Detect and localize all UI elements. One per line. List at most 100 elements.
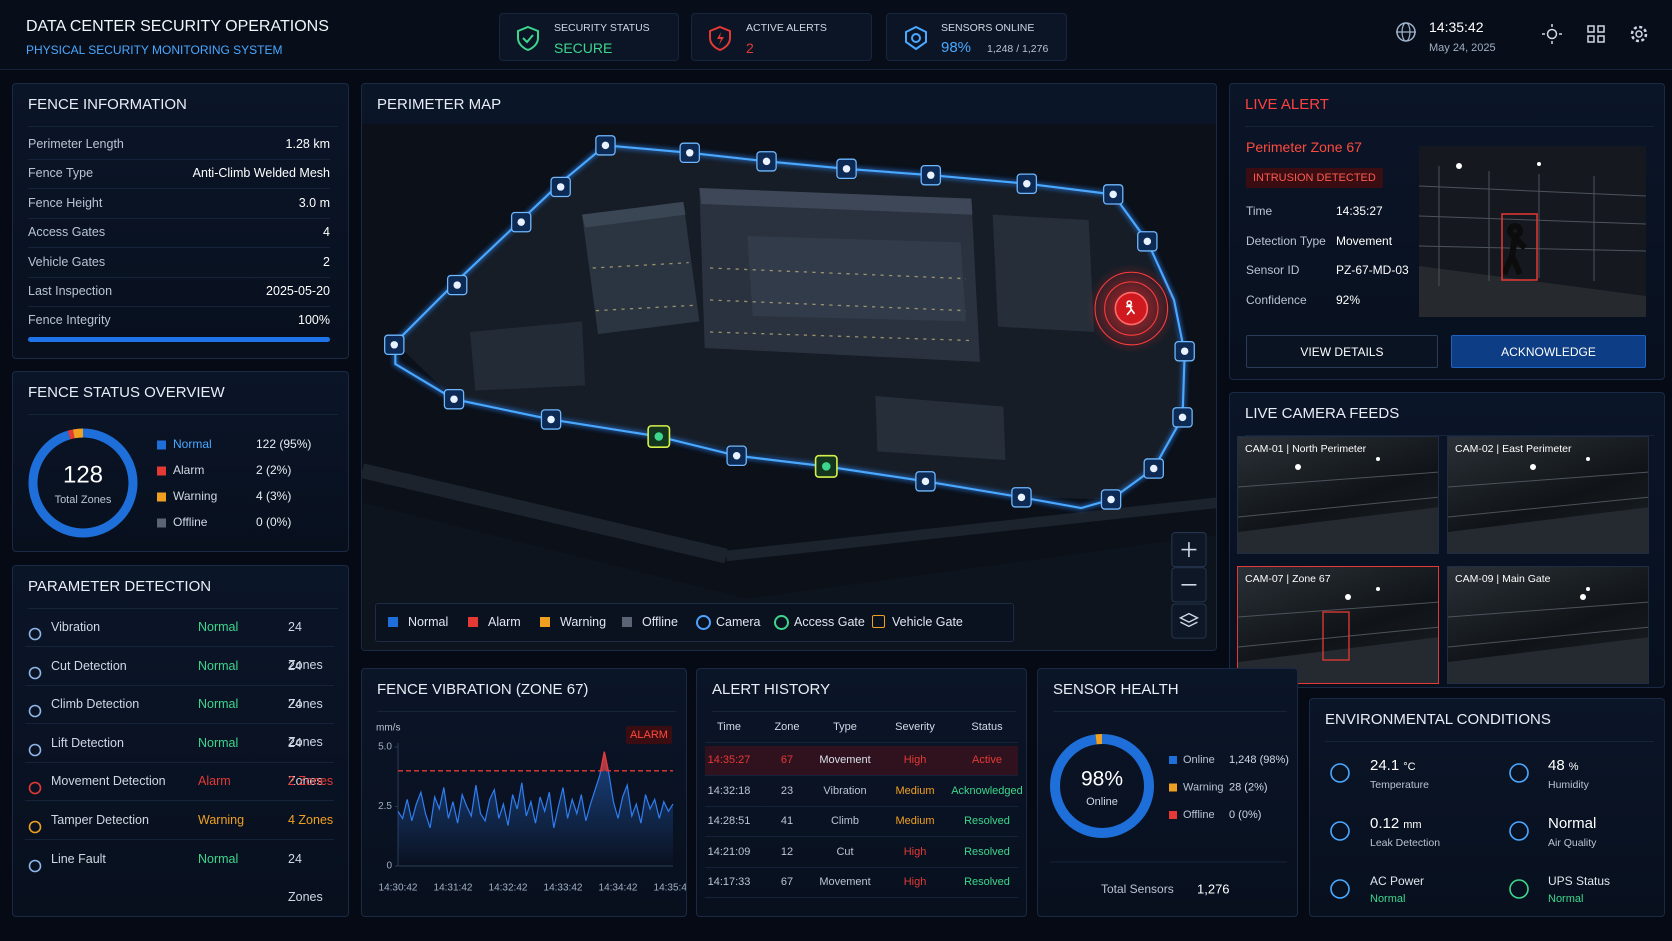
card-value: 98% [941,39,972,56]
info-value: 4 [323,225,330,240]
icon-shape [28,820,42,834]
env-icon [1509,821,1529,841]
column-header: Type [833,721,857,733]
history-cell: Resolved [964,845,1010,858]
live-alert-panel: LIVE ALERT Perimeter Zone 67 INTRUSION D… [1229,83,1665,380]
column-header: Status [971,721,1003,733]
card-label: ACTIVE ALERTS [746,22,827,34]
param-status: Normal [198,697,239,712]
env-label: Temperature [1370,779,1429,791]
info-row: Fence Type Anti-Climb Welded Mesh [28,159,330,190]
map-node-dot [1023,180,1031,188]
x-tick-label: 14:34:42 [599,883,638,894]
param-zones: 24 Zones [288,735,323,788]
status-card: SECURITY STATUS SECURE [499,13,679,61]
y-tick-label: 0 [386,861,392,872]
icon-shape [1330,763,1350,783]
alarm-badge-bg [626,726,672,744]
env-status: Normal [1548,893,1584,905]
history-cell: 14:35:27 [707,754,751,766]
panel-title: LIVE ALERT [1245,84,1654,127]
alert-field-value: 92% [1336,292,1361,307]
theme-button[interactable] [1541,23,1563,45]
history-cell: 14:17:33 [707,876,751,888]
alert-field-value: 14:35:27 [1336,204,1383,218]
feed-fence [1448,626,1648,648]
info-value: 2 [323,254,330,269]
history-cell: 23 [780,784,794,797]
alert-field-label: Detection Type [1246,233,1326,248]
info-value: 100% [298,313,330,327]
legend-label: Warning [1183,781,1224,793]
zoom-controls[interactable] [1171,532,1207,639]
param-name: Vibration [51,620,101,634]
status-card: SENSORS ONLINE 98% 1,248 / 1,276 [886,13,1067,61]
env-icon [1330,821,1350,841]
param-icon-box [27,735,43,757]
card-label: SECURITY STATUS [554,22,650,34]
param-icon [28,782,42,795]
legend-value: 4 (3%) [256,489,291,503]
legend-swatch [872,615,885,628]
legend-label: Offline [1183,809,1215,821]
history-cell: 14:32:18 [707,784,751,797]
param-zones: 4 Zones [288,813,334,827]
param-zones: 2 Zones [288,774,334,789]
map-node-dot [547,415,555,424]
feed-light [1295,464,1301,470]
feed-fence [1448,496,1648,518]
legend-swatch [774,615,789,630]
param-icon-box [27,773,43,795]
env-icon-box [1506,817,1532,845]
legend-label: Alarm [173,463,204,477]
history-cell: 41 [780,815,794,827]
history-cell: Movement [819,876,871,888]
layout-button[interactable] [1586,24,1606,44]
map-node-dot [556,183,565,191]
x-tick-label: 14:35:42 [654,883,687,894]
param-status: Normal [198,620,239,634]
env-icon [1330,763,1350,783]
icon-shape [1509,879,1529,899]
info-label: Fence Height [28,195,103,210]
y-axis-label: mm/s [376,723,400,734]
camera-feed[interactable]: CAM-01 | North Perimeter [1237,436,1439,554]
history-cell: High [903,845,927,858]
env-label: UPS Status [1548,874,1611,888]
map[interactable] [362,124,1217,651]
info-row: Fence Integrity 100% [28,306,330,335]
gate-node-dot [654,432,664,441]
camera-feed[interactable]: CAM-02 | East Perimeter [1447,436,1649,554]
map-node-dot [686,149,694,157]
panel-title: PERIMETER MAP [377,84,1206,127]
param-row: Climb Detection Normal 24 Zones [25,685,334,749]
info-row: Vehicle Gates 2 [28,248,330,278]
donut-segment [1050,734,1154,838]
icon-shape [1330,821,1350,841]
view-details-button[interactable]: VIEW DETAILS [1246,335,1438,368]
param-zones: 24 Zones [288,851,323,904]
param-icon [28,704,42,718]
env-icon [1509,763,1529,783]
feed-image [1448,587,1648,683]
map-legend: Normal Alarm Warning Offline Camera Access Ga… [375,603,1014,642]
map-node-dot [921,477,930,486]
camera-feed[interactable]: CAM-07 | Zone 67 [1237,566,1439,684]
sensor-health-panel: SENSOR HEALTH 98% Online Online 1,248 (98%)… [1037,668,1298,917]
map-node-dot [601,141,610,150]
legend-label: Offline [642,615,678,629]
env-value: 48 [1548,757,1565,774]
donut-total-label: Total Zones [55,494,112,506]
acknowledge-button[interactable]: ACKNOWLEDGE [1451,335,1646,368]
info-label: Access Gates [28,225,106,240]
camera-label: CAM-07 | Zone 67 [1245,573,1331,585]
alarm-area [600,751,609,771]
env-value: 0.12 [1370,815,1400,832]
camera-feed[interactable]: CAM-09 | Main Gate [1447,566,1649,684]
y-tick-label: 2.5 [378,801,392,812]
info-value: Anti-Climb Welded Mesh [192,166,330,181]
settings-button[interactable] [1628,23,1650,45]
env-icon-box [1327,875,1353,903]
info-row: Access Gates 4 [28,218,330,249]
